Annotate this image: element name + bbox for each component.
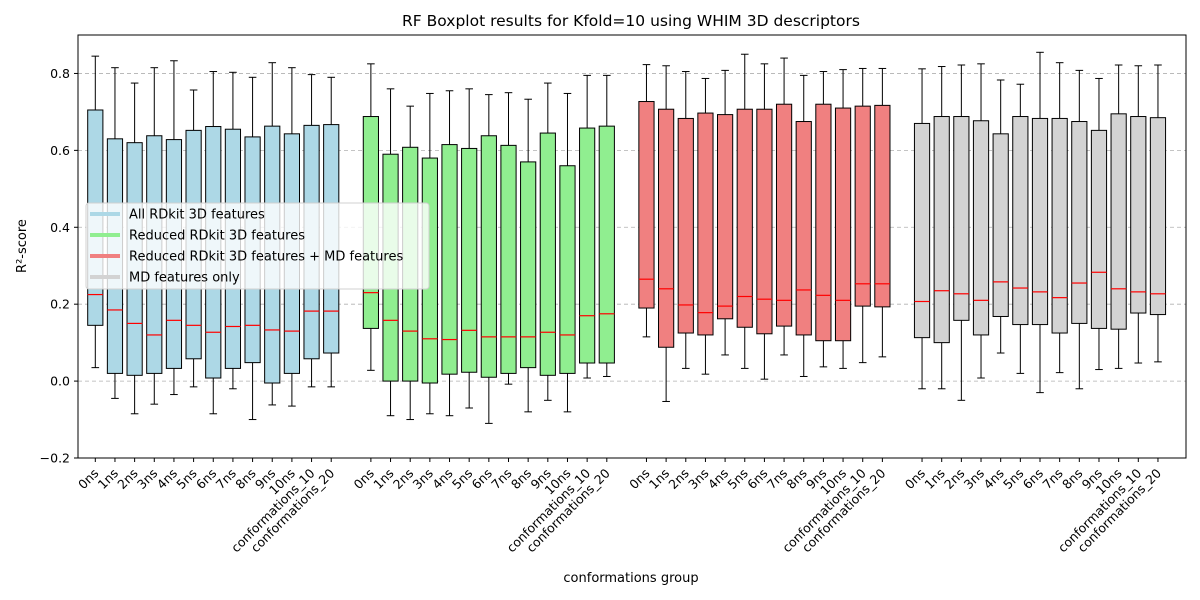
box-body — [775, 103, 793, 327]
box-2-5 — [736, 53, 753, 369]
box-body — [638, 101, 655, 309]
box-body — [1090, 129, 1108, 329]
box-body — [1110, 113, 1127, 330]
box-2-10 — [834, 69, 852, 369]
box-body — [756, 108, 773, 335]
box-body — [697, 112, 714, 336]
box-2-7 — [775, 57, 793, 356]
box-3-10 — [1110, 64, 1127, 369]
y-tick-label: 0.4 — [50, 220, 70, 235]
box-3-11 — [1130, 65, 1147, 364]
box-body — [1071, 121, 1088, 324]
box-3-3 — [972, 63, 990, 379]
box-body — [953, 116, 970, 321]
box-3-6 — [1031, 51, 1049, 394]
box-1-12 — [598, 74, 615, 377]
box-body — [1031, 117, 1049, 326]
y-tick-label: −0.2 — [40, 451, 70, 466]
box-2-11 — [854, 67, 871, 364]
box-3-2 — [953, 64, 970, 401]
box-body — [736, 108, 753, 328]
box-2-1 — [658, 65, 675, 402]
legend-item: MD features only — [90, 271, 240, 286]
box-body — [559, 165, 576, 374]
y-axis: −0.2 0.0 0.2 0.4 0.6 0.8 — [40, 66, 78, 466]
y-axis-label: R²-score — [15, 219, 30, 273]
y-tick-label: 0.2 — [50, 297, 70, 312]
box-3-7 — [1051, 62, 1068, 374]
y-tick-label: 0.6 — [50, 143, 70, 158]
legend-label: Reduced RDkit 3D features + MD features — [129, 250, 403, 265]
box-body — [658, 108, 675, 348]
box-body — [717, 114, 734, 320]
box-body — [480, 135, 497, 378]
y-tick-label: 0.0 — [50, 374, 70, 389]
box-body — [874, 104, 891, 308]
box-body — [598, 125, 615, 364]
legend-box — [85, 202, 430, 290]
legend-item: Reduced RDkit 3D features + MD features — [90, 250, 403, 265]
box-body — [972, 120, 990, 336]
box-body — [520, 161, 537, 369]
box-1-7 — [500, 92, 517, 385]
box-body — [539, 132, 556, 376]
box-body — [579, 127, 596, 364]
box-body — [992, 133, 1009, 317]
box-body — [933, 116, 950, 344]
box-body — [834, 107, 852, 342]
box-body — [795, 121, 812, 336]
box-3-5 — [1012, 83, 1029, 374]
box-1-9 — [539, 82, 556, 401]
box-body — [677, 117, 694, 334]
box-2-0 — [638, 64, 655, 338]
box-3-4 — [992, 79, 1009, 354]
legend-item: Reduced RDkit 3D features — [90, 229, 305, 244]
x-axis-label: conformations group — [563, 571, 698, 586]
box-body — [1051, 117, 1068, 334]
y-tick-label: 0.8 — [50, 66, 70, 81]
box-1-4 — [441, 90, 458, 417]
legend-label: MD features only — [129, 271, 240, 286]
box-body — [854, 105, 871, 307]
box-1-8 — [520, 98, 537, 413]
box-body — [461, 147, 478, 373]
plot-frame — [77, 34, 1187, 459]
box-body — [913, 122, 931, 339]
box-body — [500, 144, 517, 374]
box-3-9 — [1090, 77, 1108, 371]
box-1-11 — [579, 74, 596, 379]
box-2-6 — [756, 63, 773, 380]
chart-title: RF Boxplot results for Kfold=10 using WH… — [402, 12, 860, 30]
box-3-0 — [913, 68, 931, 390]
box-3-12 — [1149, 64, 1167, 363]
x-axis: 0ns1ns2ns3ns4ns5ns6ns7ns8ns9ns10nsconfor… — [75, 458, 1164, 555]
legend-label: Reduced RDkit 3D features — [129, 229, 305, 244]
box-body — [441, 144, 458, 375]
box-2-12 — [874, 67, 891, 358]
box-3-1 — [933, 66, 950, 390]
box-2-9 — [815, 71, 832, 368]
legend-item: All RDkit 3D features — [90, 208, 265, 223]
box-body — [1130, 116, 1147, 314]
box-1-6 — [480, 94, 497, 424]
box-body — [815, 103, 832, 342]
box-body — [1149, 117, 1167, 316]
legend: All RDkit 3D features Reduced RDkit 3D fe… — [85, 202, 430, 290]
box-1-10 — [559, 92, 576, 413]
box-2-3 — [697, 77, 714, 375]
box-2-2 — [677, 71, 694, 369]
legend-label: All RDkit 3D features — [129, 208, 265, 223]
box-body — [1012, 116, 1029, 326]
box-2-4 — [717, 69, 734, 356]
box-1-5 — [461, 88, 478, 409]
box-3-8 — [1071, 69, 1088, 390]
box-2-8 — [795, 74, 812, 377]
